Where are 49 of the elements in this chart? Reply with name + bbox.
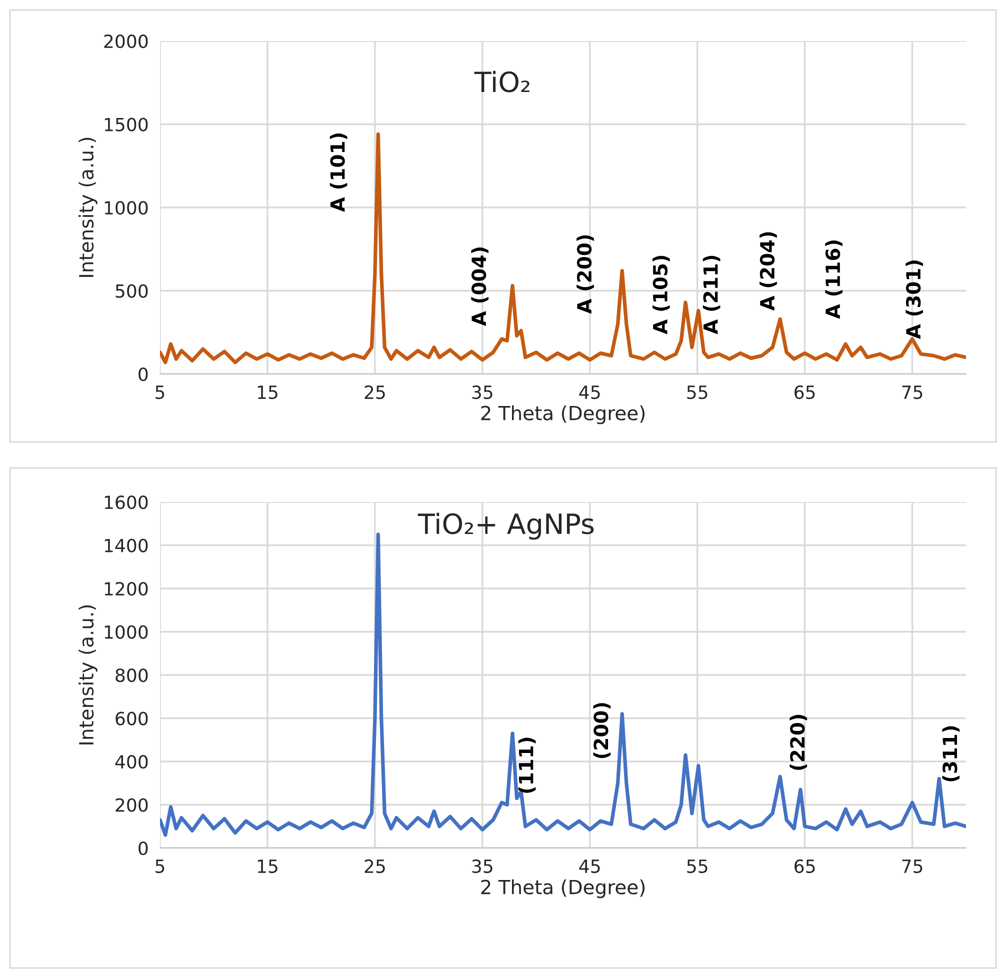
y-tick-label: 500 — [116, 284, 148, 298]
y-tick-label: 0 — [138, 841, 148, 856]
annotation: A (200) — [576, 235, 594, 314]
x-tick-label: 55 — [687, 860, 708, 874]
x-tick-label: 5 — [156, 386, 164, 400]
text: TiO₂ — [474, 70, 530, 92]
x-tick-label: 45 — [579, 386, 600, 400]
x-tick-label: 65 — [794, 385, 815, 400]
y-tick-label: 400 — [115, 754, 148, 769]
y-tick-label: 0 — [138, 367, 148, 382]
annotation: A (004) — [471, 248, 488, 326]
y-tick-label: 200 — [116, 798, 148, 812]
x-axis-title: 2 Theta (Degree) — [481, 879, 645, 898]
chart-title: TiO₂+ AgNPs — [418, 512, 594, 540]
annotation: (311) — [942, 726, 960, 782]
x-tick-label: 15 — [258, 386, 278, 400]
x-tick-label: 55 — [687, 386, 708, 400]
annotation: A (301) — [906, 260, 923, 339]
x-tick-label: 65 — [794, 859, 815, 874]
y-tick-label: 2000 — [104, 34, 148, 48]
x-tick-label: 35 — [472, 385, 492, 400]
y-tick-label: 800 — [116, 668, 148, 682]
x-tick-label: 75 — [902, 386, 922, 400]
y-tick-label: 1500 — [104, 118, 148, 132]
annotation: A (105) — [652, 256, 670, 334]
line-series — [160, 132, 966, 364]
y-tick-label: 1400 — [104, 538, 148, 552]
y-tick-label: 600 — [116, 712, 148, 726]
annotation: A (211) — [702, 256, 720, 334]
y-tick-label: 1200 — [104, 582, 148, 596]
y-axis-title: Intensity (a.u.) — [78, 605, 98, 744]
x-tick-label: 75 — [902, 860, 922, 874]
annotation: (111) — [518, 738, 536, 793]
annotation: (220) — [790, 714, 808, 770]
x-tick-label: 25 — [364, 859, 385, 874]
annotation: A (116) — [825, 240, 842, 319]
x-tick-label: 45 — [579, 860, 600, 874]
annotation: A (204) — [760, 232, 777, 311]
y-axis-title: Intensity (a.u.) — [78, 138, 98, 277]
y-tick-label: 1000 — [104, 200, 148, 215]
x-tick-label: 25 — [364, 385, 385, 400]
x-tick-label: 5 — [156, 860, 164, 874]
annotation: (200) — [593, 703, 611, 758]
x-tick-label: 35 — [472, 859, 492, 874]
x-tick-label: 15 — [258, 860, 278, 874]
y-tick-label: 1000 — [104, 625, 148, 639]
y-tick-label: 1600 — [104, 495, 148, 510]
x-axis-title: 2 Theta (Degree) — [481, 405, 645, 424]
annotation: A (101) — [330, 134, 348, 212]
